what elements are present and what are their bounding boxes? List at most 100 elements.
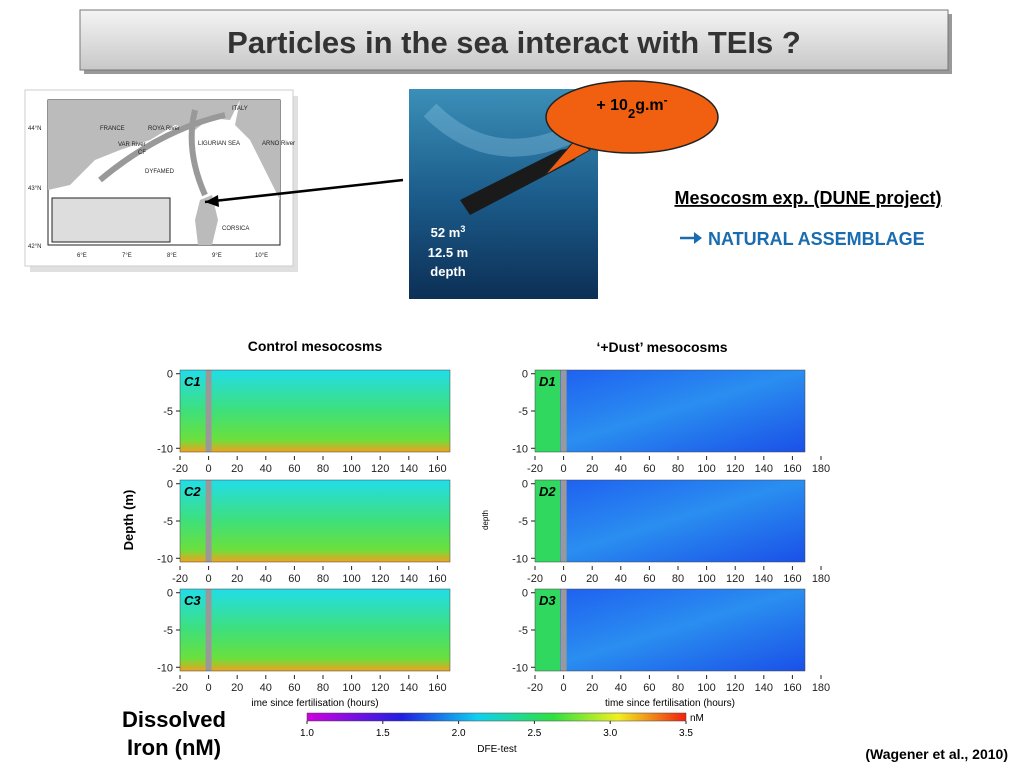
y-tick-label: -10 <box>157 443 173 455</box>
x-tick-label: 40 <box>615 573 627 585</box>
x-axis-label: ime since fertilisation (hours) <box>251 698 378 709</box>
x-tick-label: 180 <box>812 573 830 585</box>
lon-label: 8°E <box>167 253 177 259</box>
mesocosm-device <box>460 148 576 215</box>
column-title: Control mesocosms <box>248 338 383 354</box>
x-tick-label: 80 <box>672 573 684 585</box>
current-arrow <box>98 112 226 183</box>
fertilisation-line <box>560 370 567 452</box>
x-tick-label: 0 <box>206 463 212 475</box>
y-tick-label: 0 <box>167 369 173 381</box>
land-corsica <box>195 195 218 245</box>
map-label: ITALY <box>232 106 248 112</box>
x-tick-label: -20 <box>172 573 188 585</box>
x-tick-label: 100 <box>342 573 360 585</box>
panel-label: D1 <box>539 374 556 389</box>
x-tick-label: 20 <box>231 573 243 585</box>
colorbar-tick-label: 1.5 <box>376 728 390 739</box>
colorbar-label: DFE-test <box>477 744 517 755</box>
panel-label: D2 <box>539 484 556 499</box>
y-tick-label: -5 <box>518 625 528 637</box>
y-tick-label: -5 <box>163 516 173 528</box>
lon-label: 7°E <box>122 253 132 259</box>
lat-label: 43°N <box>28 186 41 192</box>
y-axis-label: depth <box>481 510 490 530</box>
x-tick-label: 140 <box>400 682 418 694</box>
photo-volume: 52 m3 <box>431 224 466 240</box>
map-label: DYFAMED <box>145 169 175 175</box>
y-tick-label: -10 <box>512 443 528 455</box>
x-tick-label: 20 <box>231 682 243 694</box>
x-tick-label: 0 <box>561 463 567 475</box>
x-axis-label: time since fertilisation (hours) <box>605 698 735 709</box>
fertilisation-line <box>560 589 567 671</box>
y-tick-label: -5 <box>163 406 173 418</box>
contour-panel <box>180 480 450 562</box>
x-tick-label: -20 <box>172 682 188 694</box>
x-tick-label: 40 <box>615 682 627 694</box>
x-tick-label: 180 <box>812 463 830 475</box>
y-axis-label: Depth (m) <box>121 490 136 551</box>
lon-label: 10°E <box>255 253 268 259</box>
x-tick-label: 100 <box>697 573 715 585</box>
x-tick-label: 40 <box>615 463 627 475</box>
x-tick-label: 60 <box>288 573 300 585</box>
x-tick-label: 80 <box>317 573 329 585</box>
y-tick-label: -5 <box>163 625 173 637</box>
x-tick-label: 60 <box>643 573 655 585</box>
fertilisation-line <box>205 370 212 452</box>
contour-patch <box>535 480 560 562</box>
x-tick-label: 160 <box>783 682 801 694</box>
x-tick-label: 20 <box>586 463 598 475</box>
colorbar-tick-label: 1.0 <box>300 728 314 739</box>
colorbar-tick-label: 2.0 <box>452 728 466 739</box>
x-tick-label: 120 <box>726 682 744 694</box>
current-arrow <box>188 109 208 197</box>
lon-label: 9°E <box>212 253 222 259</box>
y-tick-label: -5 <box>518 516 528 528</box>
colorbar <box>306 712 687 722</box>
y-tick-label: -5 <box>518 406 528 418</box>
y-tick-label: 0 <box>167 479 173 491</box>
map-label: VAR River <box>118 142 146 148</box>
x-tick-label: 140 <box>400 463 418 475</box>
x-tick-label: 100 <box>342 463 360 475</box>
contour-panel <box>535 480 805 562</box>
contour-panel <box>535 589 805 671</box>
column-title: ‘+Dust’ mesocosms <box>596 339 727 355</box>
x-tick-label: 140 <box>755 682 773 694</box>
x-tick-label: 20 <box>586 682 598 694</box>
x-tick-label: 100 <box>697 463 715 475</box>
y-tick-label: -10 <box>157 662 173 674</box>
x-tick-label: 140 <box>400 573 418 585</box>
x-tick-label: 120 <box>371 682 389 694</box>
x-tick-label: 160 <box>783 573 801 585</box>
title-bar <box>79 9 949 71</box>
colorbar-tick-label: 3.5 <box>679 728 693 739</box>
y-tick-label: -10 <box>512 553 528 565</box>
callout <box>545 80 719 154</box>
contour-panel <box>180 589 450 671</box>
x-tick-label: 40 <box>260 573 272 585</box>
title: Particles in the sea interact with TEIs … <box>227 25 801 60</box>
x-tick-label: 100 <box>697 682 715 694</box>
map-label: FRANCE <box>100 126 125 132</box>
x-tick-label: -20 <box>527 682 543 694</box>
x-tick-label: 0 <box>561 573 567 585</box>
x-tick-label: 80 <box>672 682 684 694</box>
x-tick-label: 60 <box>288 463 300 475</box>
citation: (Wagener et al., 2010) <box>865 746 1008 762</box>
plots: Control mesocosms ‘+Dust’ mesocosms Depth … <box>121 338 830 709</box>
x-tick-label: 120 <box>726 463 744 475</box>
x-tick-label: 80 <box>672 463 684 475</box>
map-label: LIGURIAN SEA <box>198 141 240 147</box>
x-tick-label: 40 <box>260 463 272 475</box>
map-label: ARNO River <box>262 141 295 147</box>
x-tick-label: 40 <box>260 682 272 694</box>
fertilisation-line <box>205 589 212 671</box>
legend-label: Dissolved <box>122 707 226 732</box>
land-italy <box>235 100 280 200</box>
y-tick-label: -10 <box>512 662 528 674</box>
legend-label: Iron (nM) <box>127 735 221 760</box>
colorbar-tick-label: 3.0 <box>603 728 617 739</box>
